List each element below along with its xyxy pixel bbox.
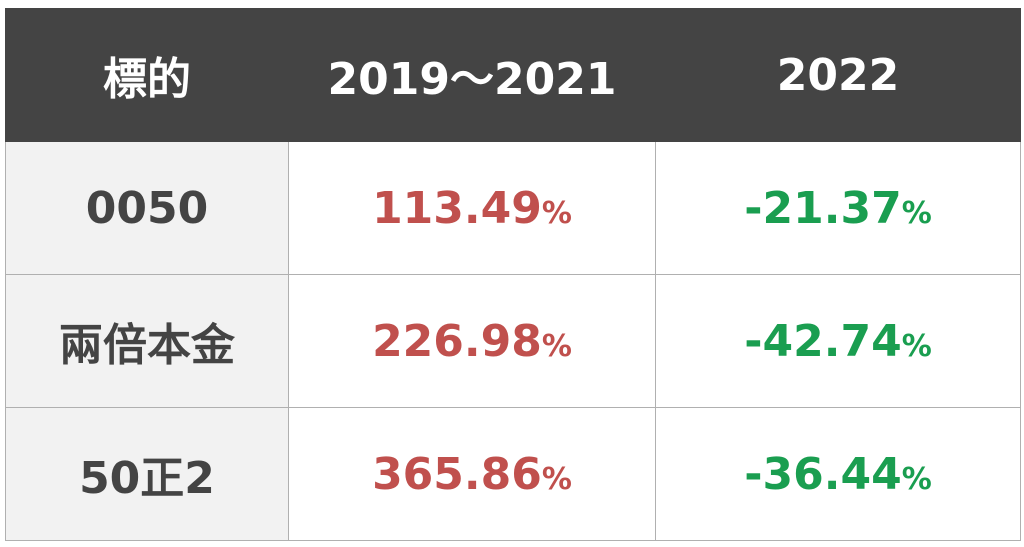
- value-cell: -42.74%: [655, 274, 1021, 408]
- unit: %: [901, 461, 932, 497]
- value-cell: 226.98%: [288, 274, 656, 408]
- row-name: 0050: [5, 141, 289, 275]
- unit: %: [541, 195, 572, 231]
- value: 226.98: [372, 315, 542, 367]
- header-row: 標的 2019～2021 2022: [5, 8, 1021, 142]
- row-name: 50正2: [5, 407, 289, 541]
- value: 365.86: [372, 448, 542, 500]
- header-cell: 標的: [5, 8, 289, 142]
- unit: %: [901, 328, 932, 364]
- value-cell: -21.37%: [655, 141, 1021, 275]
- value: -21.37: [744, 182, 902, 234]
- value: -42.74: [744, 315, 902, 367]
- value: 113.49: [372, 182, 542, 234]
- value: -36.44: [744, 448, 902, 500]
- row: 兩倍本金 226.98% -42.74%: [5, 274, 1021, 408]
- returns-table: 標的 2019～2021 2022 0050 113.49% -21.37% 兩…: [5, 8, 1021, 541]
- unit: %: [541, 461, 572, 497]
- value-cell: 365.86%: [288, 407, 656, 541]
- unit: %: [901, 195, 932, 231]
- unit: %: [541, 328, 572, 364]
- header-cell: 2022: [655, 8, 1021, 142]
- header-cell: 2019～2021: [288, 8, 656, 142]
- value-cell: -36.44%: [655, 407, 1021, 541]
- row-name: 兩倍本金: [5, 274, 289, 408]
- row: 0050 113.49% -21.37%: [5, 141, 1021, 275]
- row: 50正2 365.86% -36.44%: [5, 407, 1021, 541]
- value-cell: 113.49%: [288, 141, 656, 275]
